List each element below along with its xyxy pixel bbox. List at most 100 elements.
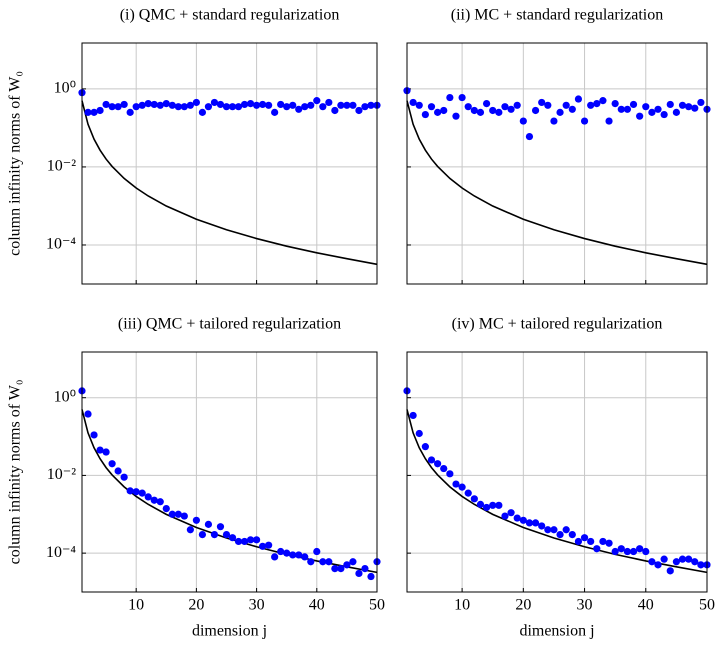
data-point <box>168 510 176 518</box>
data-point <box>562 101 570 109</box>
data-point <box>513 101 521 109</box>
data-point <box>210 530 219 539</box>
panel-title: (iv) MC + tailored regularization <box>452 316 663 333</box>
y-tick-label: 10⁻² <box>47 158 76 175</box>
data-point <box>531 106 540 115</box>
data-point <box>84 410 92 418</box>
data-point <box>599 97 607 105</box>
data-point <box>440 106 448 115</box>
data-point <box>289 551 297 559</box>
data-point <box>446 470 454 478</box>
data-point <box>144 99 152 108</box>
plot-frame <box>81 351 378 593</box>
data-point <box>409 98 417 107</box>
data-point <box>636 112 644 120</box>
y-tick-label: 10⁰ <box>54 388 76 405</box>
data-point <box>415 101 423 109</box>
data-point <box>482 99 491 108</box>
x-tick-label: 20 <box>515 597 531 614</box>
data-point <box>617 105 625 113</box>
data-point <box>593 99 601 108</box>
data-point <box>84 108 92 116</box>
x-tick-label: 50 <box>369 597 385 614</box>
data-point <box>367 572 375 581</box>
y-tick-label: 10⁻⁴ <box>46 236 76 253</box>
data-point <box>629 100 638 109</box>
data-point <box>458 483 466 491</box>
data-point <box>156 498 164 506</box>
data-point <box>228 534 237 542</box>
data-point <box>120 100 128 109</box>
data-point <box>355 569 363 578</box>
data-point <box>168 101 176 109</box>
data-point <box>337 101 345 109</box>
data-point <box>174 510 182 518</box>
data-point <box>470 495 478 503</box>
data-point <box>289 101 297 109</box>
data-point <box>180 512 188 520</box>
data-point <box>501 103 509 111</box>
data-point <box>568 105 576 113</box>
data-point <box>204 103 213 111</box>
data-point <box>525 132 534 141</box>
data-point <box>636 545 644 553</box>
data-point <box>519 516 527 524</box>
panel-title: (i) QMC + standard regularization <box>120 7 340 24</box>
data-point <box>265 101 273 109</box>
y-tick-label: 10⁻⁴ <box>46 544 76 561</box>
data-point <box>642 547 650 556</box>
data-point <box>556 108 564 116</box>
data-point <box>685 555 693 563</box>
data-point <box>672 558 680 566</box>
data-point <box>192 98 200 107</box>
data-point <box>114 103 122 111</box>
data-point <box>234 537 243 546</box>
data-point <box>234 103 243 111</box>
data-point <box>519 117 527 125</box>
data-point <box>180 103 188 111</box>
data-point <box>174 103 182 111</box>
data-point <box>96 446 104 454</box>
data-point <box>513 514 521 522</box>
data-point <box>277 100 285 109</box>
data-point <box>192 516 200 524</box>
data-point <box>319 103 327 111</box>
x-tick-label: 40 <box>638 597 654 614</box>
data-point <box>228 103 237 111</box>
data-point <box>301 103 309 111</box>
data-point <box>96 106 104 115</box>
data-point <box>120 473 128 481</box>
plot-frame <box>406 42 708 285</box>
data-point <box>599 537 607 546</box>
x-tick-label: 30 <box>249 597 265 614</box>
data-point <box>691 104 699 112</box>
data-point <box>367 101 375 109</box>
data-point <box>132 103 140 111</box>
data-point <box>660 555 668 563</box>
panel-title: (iii) QMC + tailored regularization <box>118 316 341 333</box>
data-point <box>648 558 656 566</box>
data-point <box>409 411 417 420</box>
data-point <box>544 101 552 109</box>
data-point <box>580 534 589 542</box>
data-point <box>538 98 546 107</box>
data-point <box>672 108 680 116</box>
data-point <box>295 551 303 559</box>
data-point <box>204 520 213 528</box>
panel: 10⁰ 10⁻² 10⁻⁴ (i) QMC + standard regulariza… <box>7 7 381 285</box>
data-point <box>660 110 668 119</box>
y-tick-label: 10⁰ <box>54 80 76 97</box>
data-point <box>222 103 231 111</box>
data-point <box>476 500 485 508</box>
data-point <box>452 480 460 488</box>
data-point <box>605 117 613 125</box>
data-point <box>654 561 662 569</box>
data-point <box>531 519 540 527</box>
data-point <box>361 565 369 573</box>
y-axis-label: column infinity norms of W₀ <box>7 71 24 256</box>
data-point <box>427 103 436 111</box>
data-point <box>464 489 472 497</box>
data-point <box>580 117 589 125</box>
data-point <box>138 489 146 497</box>
data-point <box>611 99 619 108</box>
